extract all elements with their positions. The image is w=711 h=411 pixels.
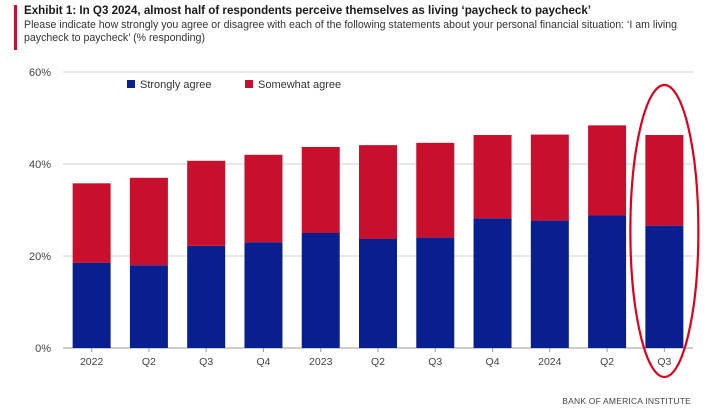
bar-strongly-agree — [530, 220, 569, 348]
legend-label-somewhat-agree: Somewhat agree — [258, 79, 341, 91]
bar-somewhat-agree — [129, 177, 168, 266]
highlight-ellipse — [629, 83, 700, 379]
legend-swatch-somewhat-agree — [245, 80, 253, 88]
bar-somewhat-agree — [473, 135, 512, 219]
bar-strongly-agree — [473, 218, 512, 348]
x-tick-label: Q4 — [256, 356, 270, 368]
bars — [72, 125, 684, 348]
y-tick-label: 40% — [29, 159, 51, 171]
legend-label-strongly-agree: Strongly agree — [140, 79, 212, 91]
bar-strongly-agree — [645, 225, 684, 348]
y-tick-label: 0% — [35, 343, 51, 355]
bar-strongly-agree — [359, 238, 397, 348]
chart-subtitle: Please indicate how strongly you agree o… — [24, 19, 678, 44]
bar-somewhat-agree — [72, 183, 111, 263]
bar-somewhat-agree — [530, 134, 569, 221]
bar-strongly-agree — [187, 245, 226, 348]
bar-somewhat-agree — [645, 135, 684, 226]
x-tick-label: 2024 — [538, 356, 562, 368]
y-axis-ticks: 0% 20% 40% 60% — [29, 67, 51, 355]
bar-somewhat-agree — [359, 145, 397, 239]
x-tick-label: Q2 — [371, 356, 385, 368]
x-tick-label: Q3 — [428, 356, 442, 368]
bar-strongly-agree — [416, 237, 455, 348]
x-tick-label: 2023 — [309, 356, 333, 368]
bar-somewhat-agree — [244, 154, 283, 243]
x-tick-label: 2022 — [80, 356, 104, 368]
bar-somewhat-agree — [187, 160, 226, 246]
x-tick-label: Q3 — [657, 356, 671, 368]
y-tick-label: 20% — [29, 251, 51, 263]
x-tick-label: Q2 — [142, 356, 156, 368]
bar-somewhat-agree — [416, 142, 455, 238]
bar-strongly-agree — [588, 215, 627, 348]
title-accent-bar — [14, 5, 17, 50]
x-tick-label: Q4 — [486, 356, 500, 368]
legend: Strongly agree Somewhat agree — [127, 79, 341, 91]
bar-strongly-agree — [301, 233, 340, 348]
x-tick-label: Q2 — [600, 356, 614, 368]
chart-title: Exhibit 1: In Q3 2024, almost half of re… — [24, 4, 592, 17]
bar-strongly-agree — [244, 242, 283, 348]
bar-somewhat-agree — [588, 125, 627, 216]
source-label: BANK OF AMERICA INSTITUTE — [562, 396, 691, 406]
y-tick-label: 60% — [29, 67, 51, 79]
legend-swatch-strongly-agree — [127, 80, 135, 88]
bar-somewhat-agree — [301, 146, 340, 233]
x-tick-label: Q3 — [199, 356, 213, 368]
bar-strongly-agree — [72, 262, 111, 348]
bar-strongly-agree — [129, 265, 168, 348]
x-axis-ticks: 2022 Q2 Q3 Q4 2023 Q2 Q3 Q4 2024 Q2 Q3 — [80, 348, 672, 368]
